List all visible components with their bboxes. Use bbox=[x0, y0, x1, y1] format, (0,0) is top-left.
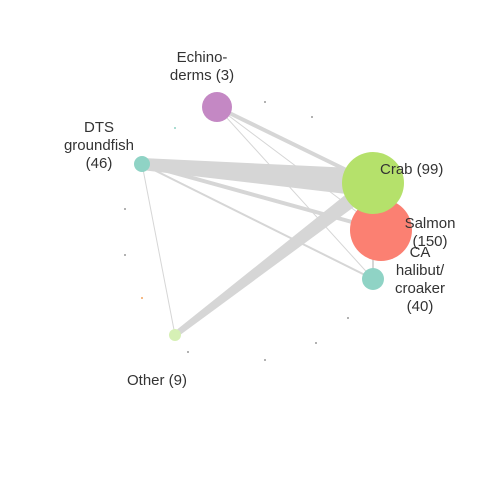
label-salmon-line: Salmon bbox=[405, 215, 456, 232]
node-layer bbox=[134, 92, 412, 341]
minor-node-layer bbox=[124, 101, 349, 361]
edge-dts-salmon bbox=[140, 162, 383, 232]
minor-node-4 bbox=[124, 254, 126, 256]
label-ca_halibut: CA halibut/croaker (40) bbox=[395, 244, 445, 315]
node-other bbox=[169, 329, 181, 341]
label-other: Other (9) bbox=[127, 372, 187, 389]
edge-echino-ca_halibut bbox=[216, 106, 374, 280]
label-ca_halibut-line: halibut/ bbox=[396, 262, 445, 279]
label-salmon: Salmon (150) bbox=[405, 215, 456, 250]
label-ca_halibut-line: CA bbox=[410, 244, 431, 261]
label-ca_halibut-line: croaker bbox=[395, 280, 445, 297]
node-dts bbox=[134, 156, 150, 172]
label-echino-line: derms (3) bbox=[170, 67, 234, 84]
minor-node-6 bbox=[347, 317, 349, 319]
edge-dts-ca_halibut bbox=[141, 163, 374, 280]
label-layer: Echino-derms (3) DTS groundfish (46) Crab (9… bbox=[64, 49, 455, 389]
minor-node-2 bbox=[174, 127, 176, 129]
label-crab: Crab (99) bbox=[380, 161, 443, 178]
edge-echino-salmon bbox=[216, 106, 382, 231]
node-crab bbox=[342, 152, 404, 214]
edge-layer bbox=[140, 105, 383, 338]
label-other-line: Other (9) bbox=[127, 372, 187, 389]
minor-node-1 bbox=[311, 116, 313, 118]
label-echino-line: Echino- bbox=[177, 49, 228, 66]
label-echino: Echino-derms (3) bbox=[170, 49, 234, 84]
minor-node-7 bbox=[315, 342, 317, 344]
edge-dts-other bbox=[141, 163, 176, 336]
label-dts-line: DTS bbox=[84, 119, 114, 136]
minor-node-3 bbox=[124, 208, 126, 210]
minor-node-0 bbox=[264, 101, 266, 103]
label-ca_halibut-line: (40) bbox=[407, 298, 434, 315]
minor-node-8 bbox=[187, 351, 189, 353]
node-ca_halibut bbox=[362, 268, 384, 290]
minor-node-5 bbox=[141, 297, 143, 299]
label-salmon-line: (150) bbox=[412, 233, 447, 250]
node-salmon bbox=[350, 199, 412, 261]
edge-dts-crab bbox=[141, 158, 375, 197]
node-echino bbox=[202, 92, 232, 122]
label-crab-line: Crab (99) bbox=[380, 161, 443, 178]
label-dts-line: groundfish bbox=[64, 137, 134, 154]
minor-node-9 bbox=[264, 359, 266, 361]
label-dts-line: (46) bbox=[86, 155, 113, 172]
label-dts: DTS groundfish (46) bbox=[64, 119, 134, 172]
